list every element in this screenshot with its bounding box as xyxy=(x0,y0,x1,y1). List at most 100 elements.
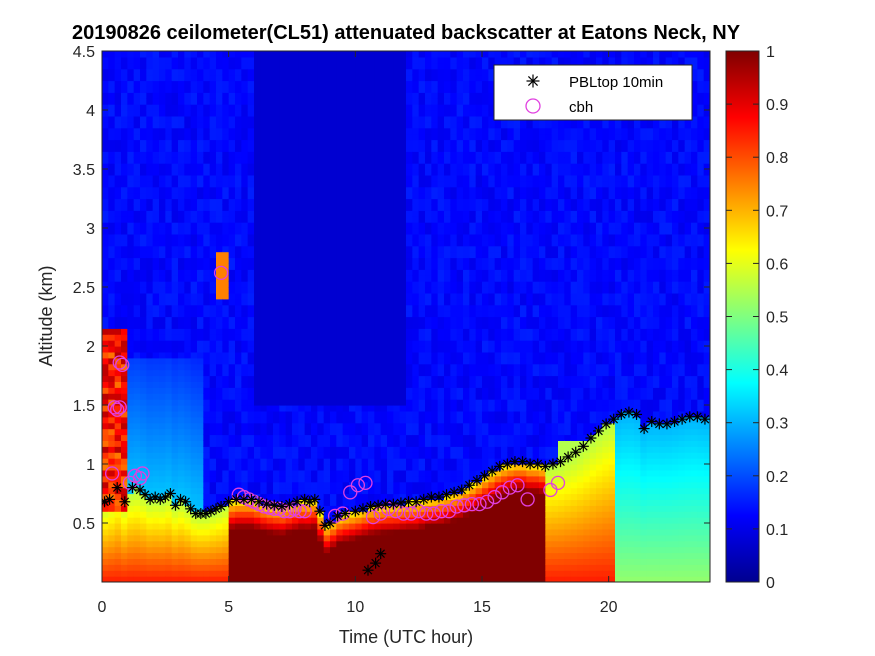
heatmap-cell xyxy=(444,517,451,524)
heatmap-cell xyxy=(266,298,274,306)
heatmap-cell xyxy=(330,62,337,70)
heatmap-cell xyxy=(228,127,236,135)
heatmap-cell xyxy=(197,405,204,412)
heatmap-cell xyxy=(393,139,401,146)
heatmap-cell xyxy=(368,505,375,512)
heatmap-cell xyxy=(152,428,160,436)
heatmap-cell xyxy=(273,104,280,111)
heatmap-cell xyxy=(279,115,287,123)
heatmap-cell xyxy=(323,115,331,123)
heatmap-cell xyxy=(178,198,185,205)
heatmap-cell xyxy=(374,298,382,306)
heatmap-cell xyxy=(190,464,198,471)
heatmap-cell xyxy=(241,540,249,548)
heatmap-cell xyxy=(254,552,261,559)
heatmap-cell xyxy=(444,458,451,465)
heatmap-cell xyxy=(425,528,432,536)
heatmap-cell xyxy=(133,304,141,312)
heatmap-cell xyxy=(330,369,337,377)
heatmap-cell xyxy=(387,428,394,436)
heatmap-cell xyxy=(292,292,299,300)
heatmap-cell xyxy=(228,269,236,276)
heatmap-cell xyxy=(437,523,445,530)
heatmap-cell xyxy=(260,346,268,353)
heatmap-cell xyxy=(266,322,274,329)
heatmap-cell xyxy=(342,346,350,353)
heatmap-cell xyxy=(203,464,211,471)
heatmap-cell xyxy=(336,434,344,441)
heatmap-cell xyxy=(209,133,217,141)
heatmap-cell xyxy=(102,387,109,394)
heatmap-cell xyxy=(114,104,122,111)
heatmap-cell xyxy=(184,464,192,471)
heatmap-cell xyxy=(437,139,445,146)
heatmap-cell xyxy=(235,381,242,388)
heatmap-cell xyxy=(247,399,255,406)
heatmap-cell xyxy=(406,233,413,241)
heatmap-cell xyxy=(412,564,420,571)
heatmap-cell xyxy=(266,210,274,217)
heatmap-cell xyxy=(140,434,147,441)
heatmap-cell xyxy=(235,68,242,76)
heatmap-cell xyxy=(399,222,407,229)
heatmap-cell xyxy=(228,198,236,205)
heatmap-cell xyxy=(399,139,407,146)
heatmap-cell xyxy=(374,340,382,347)
heatmap-cell xyxy=(406,51,413,58)
heatmap-cell xyxy=(418,163,426,170)
heatmap-cell xyxy=(152,322,160,329)
heatmap-cell xyxy=(254,298,261,306)
heatmap-cell xyxy=(431,322,439,329)
heatmap-cell xyxy=(146,546,154,554)
heatmap-cell xyxy=(133,98,141,105)
heatmap-cell xyxy=(190,86,198,93)
heatmap-cell xyxy=(273,564,280,571)
heatmap-cell xyxy=(152,86,160,93)
heatmap-cell xyxy=(311,169,318,176)
heatmap-cell xyxy=(222,546,230,554)
heatmap-cell xyxy=(228,464,236,471)
heatmap-cell xyxy=(349,464,356,471)
heatmap-cell xyxy=(330,86,337,93)
heatmap-cell xyxy=(323,452,331,459)
heatmap-cell xyxy=(317,68,325,76)
heatmap-cell xyxy=(393,145,401,152)
heatmap-cell xyxy=(108,228,116,235)
heatmap-cell xyxy=(368,316,375,323)
heatmap-cell xyxy=(279,139,287,146)
heatmap-cell xyxy=(235,540,242,548)
heatmap-cell xyxy=(399,245,407,253)
heatmap-cell xyxy=(247,381,255,388)
heatmap-cell xyxy=(418,416,426,424)
heatmap-cell xyxy=(228,186,236,194)
heatmap-cell xyxy=(190,145,198,152)
heatmap-cell xyxy=(209,552,217,559)
heatmap-cell xyxy=(273,346,280,353)
heatmap-cell xyxy=(330,564,337,571)
heatmap-cell xyxy=(222,328,230,335)
heatmap-cell xyxy=(171,517,179,524)
heatmap-cell xyxy=(178,393,185,400)
heatmap-cell xyxy=(133,174,141,182)
heatmap-cell xyxy=(228,475,236,483)
heatmap-cell xyxy=(121,534,128,542)
heatmap-cell xyxy=(266,127,274,135)
heatmap-cell xyxy=(336,458,344,465)
heatmap-cell xyxy=(146,80,154,87)
heatmap-cell xyxy=(387,115,394,123)
heatmap-cell xyxy=(437,375,445,382)
heatmap-cell xyxy=(197,245,204,253)
heatmap-cell xyxy=(222,458,230,465)
heatmap-cell xyxy=(368,304,375,312)
heatmap-cell xyxy=(159,56,166,64)
heatmap-cell xyxy=(444,204,451,211)
heatmap-cell xyxy=(311,80,318,87)
heatmap-cell xyxy=(102,487,109,495)
heatmap-cell xyxy=(330,192,337,200)
heatmap-cell xyxy=(254,233,261,241)
heatmap-cell xyxy=(146,169,154,176)
heatmap-cell xyxy=(235,387,242,394)
heatmap-cell xyxy=(387,469,394,477)
heatmap-cell xyxy=(355,228,363,235)
heatmap-cell xyxy=(228,340,236,347)
